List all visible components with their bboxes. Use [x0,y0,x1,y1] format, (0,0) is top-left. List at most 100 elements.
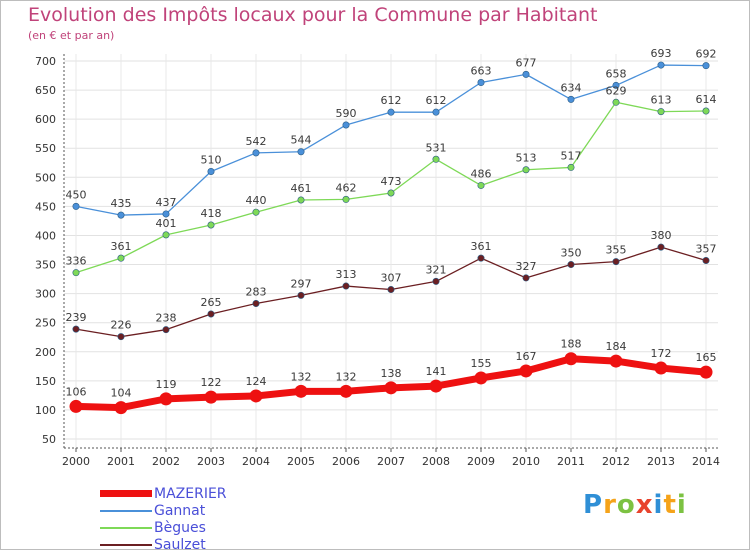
proxiti-logo: Proxiti [583,490,687,520]
data-point [69,399,83,413]
data-label: 297 [291,277,312,290]
data-label: 357 [696,242,717,255]
data-label: 590 [336,107,357,120]
y-tick-label: 400 [35,229,56,242]
y-tick-label: 700 [35,55,56,68]
data-point [522,166,530,174]
data-label: 141 [426,365,447,378]
data-point [117,254,125,262]
data-label: 462 [336,181,357,194]
data-point [72,325,80,333]
data-label: 361 [111,240,132,253]
logo-letter: P [583,490,604,520]
data-point [294,384,308,398]
x-tick-label: 2008 [422,455,450,468]
logo-letter: i [676,490,687,520]
y-tick-label: 650 [35,84,56,97]
data-point [342,282,350,290]
legend-label: MAZERIER [154,485,227,502]
y-tick-label: 500 [35,171,56,184]
data-point [519,364,533,378]
data-point [117,333,125,341]
data-label: 544 [291,134,312,147]
x-tick-label: 2011 [557,455,585,468]
x-tick-label: 2012 [602,455,630,468]
logo-letter: i [653,490,664,520]
data-label: 239 [66,311,87,324]
legend-swatch [100,526,152,529]
data-point [657,61,665,69]
data-point [702,62,710,70]
data-point [297,196,305,204]
data-point [429,379,443,393]
data-label: 629 [606,84,627,97]
chart-title: Evolution des Impôts locaux pour la Comm… [28,4,598,26]
data-point [252,300,260,308]
legend-swatch [100,490,152,497]
data-label: 155 [471,357,492,370]
data-label: 119 [156,378,177,391]
data-point [204,390,218,404]
data-point [567,95,575,103]
data-point [159,392,173,406]
data-point [477,181,485,189]
data-point [477,79,485,87]
y-tick-label: 300 [35,288,56,301]
data-label: 510 [201,153,222,166]
data-label: 612 [381,94,402,107]
data-point [72,202,80,210]
data-label: 283 [246,286,267,299]
data-label: 355 [606,244,627,257]
data-label: 693 [651,47,672,60]
x-tick-label: 2007 [377,455,405,468]
data-label: 634 [561,81,582,94]
data-label: 612 [426,94,447,107]
data-label: 473 [381,175,402,188]
data-point [117,211,125,219]
data-point [612,258,620,266]
data-label: 167 [516,350,537,363]
data-point [387,286,395,294]
legend-swatch [100,543,152,546]
data-point [612,81,620,89]
x-tick-label: 2004 [242,455,270,468]
data-point [339,384,353,398]
data-label: 238 [156,312,177,325]
x-tick-label: 2003 [197,455,225,468]
logo-letter: x [635,490,654,520]
data-point [432,277,440,285]
data-label: 188 [561,338,582,351]
legend-label: Saulzet [154,536,206,553]
y-tick-label: 600 [35,113,56,126]
data-label: 321 [426,263,447,276]
data-label: 104 [111,387,132,400]
data-label: 531 [426,141,447,154]
legend-swatch [100,509,152,512]
y-tick-label: 150 [35,375,56,388]
y-tick-label: 250 [35,317,56,330]
chart-subtitle: (en € et par an) [28,29,115,42]
data-point [609,354,623,368]
data-point [162,231,170,239]
logo-letter: t [663,490,677,520]
data-label: 486 [471,167,492,180]
data-point [249,389,263,403]
data-point [522,70,530,78]
data-point [564,352,578,366]
y-tick-label: 50 [42,433,56,446]
x-tick-label: 2006 [332,455,360,468]
data-label: 132 [336,370,357,383]
data-label: 418 [201,207,222,220]
data-label: 327 [516,260,537,273]
data-point [252,208,260,216]
legend-item: Bègues [100,519,227,536]
data-label: 513 [516,152,537,165]
data-point [252,149,260,157]
data-label: 440 [246,194,267,207]
x-tick-label: 2002 [152,455,180,468]
data-point [114,401,128,415]
data-label: 172 [651,347,672,360]
data-point [654,361,668,375]
data-point [207,221,215,229]
